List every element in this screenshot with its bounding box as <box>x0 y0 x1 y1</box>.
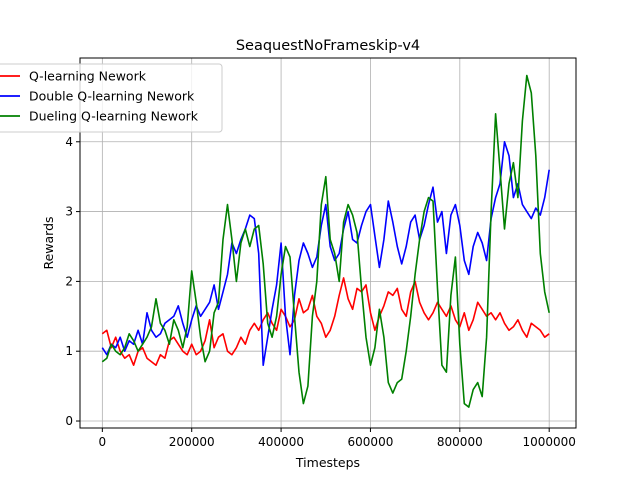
legend-label-3: Dueling Q-learning Nework <box>29 109 199 124</box>
chart-title: SeaquestNoFrameskip-v4 <box>236 38 420 54</box>
series-layer <box>101 74 550 408</box>
y-tick-label: 4 <box>65 135 73 149</box>
y-axis-label: Rewards <box>41 216 56 269</box>
x-tick-label: 0 <box>99 435 107 449</box>
x-tick-label: 400000 <box>258 435 304 449</box>
series-line-1 <box>101 277 550 367</box>
legend: Q-learning Nework Double Q-learning Newor… <box>0 63 223 133</box>
y-tick-label: 2 <box>65 274 73 288</box>
x-tick-label: 1000000 <box>522 435 575 449</box>
series-line-2 <box>101 141 550 367</box>
legend-label-2: Double Q-learning Nework <box>29 89 195 104</box>
plot-frame <box>79 57 577 429</box>
x-axis-label: Timesteps <box>295 455 360 470</box>
y-tick-label: 1 <box>65 344 73 358</box>
legend-box <box>0 63 223 133</box>
y-tick-label: 3 <box>65 205 73 219</box>
legend-label-1: Q-learning Nework <box>29 69 147 84</box>
x-tick-label: 600000 <box>348 435 394 449</box>
axis-ticks: 0 200000 400000 600000 800000 1000000 0 1 2 3 4 <box>65 135 576 449</box>
x-tick-label: 800000 <box>437 435 483 449</box>
x-tick-label: 200000 <box>169 435 215 449</box>
series-line-3 <box>101 74 550 408</box>
y-tick-label: 0 <box>65 414 73 428</box>
